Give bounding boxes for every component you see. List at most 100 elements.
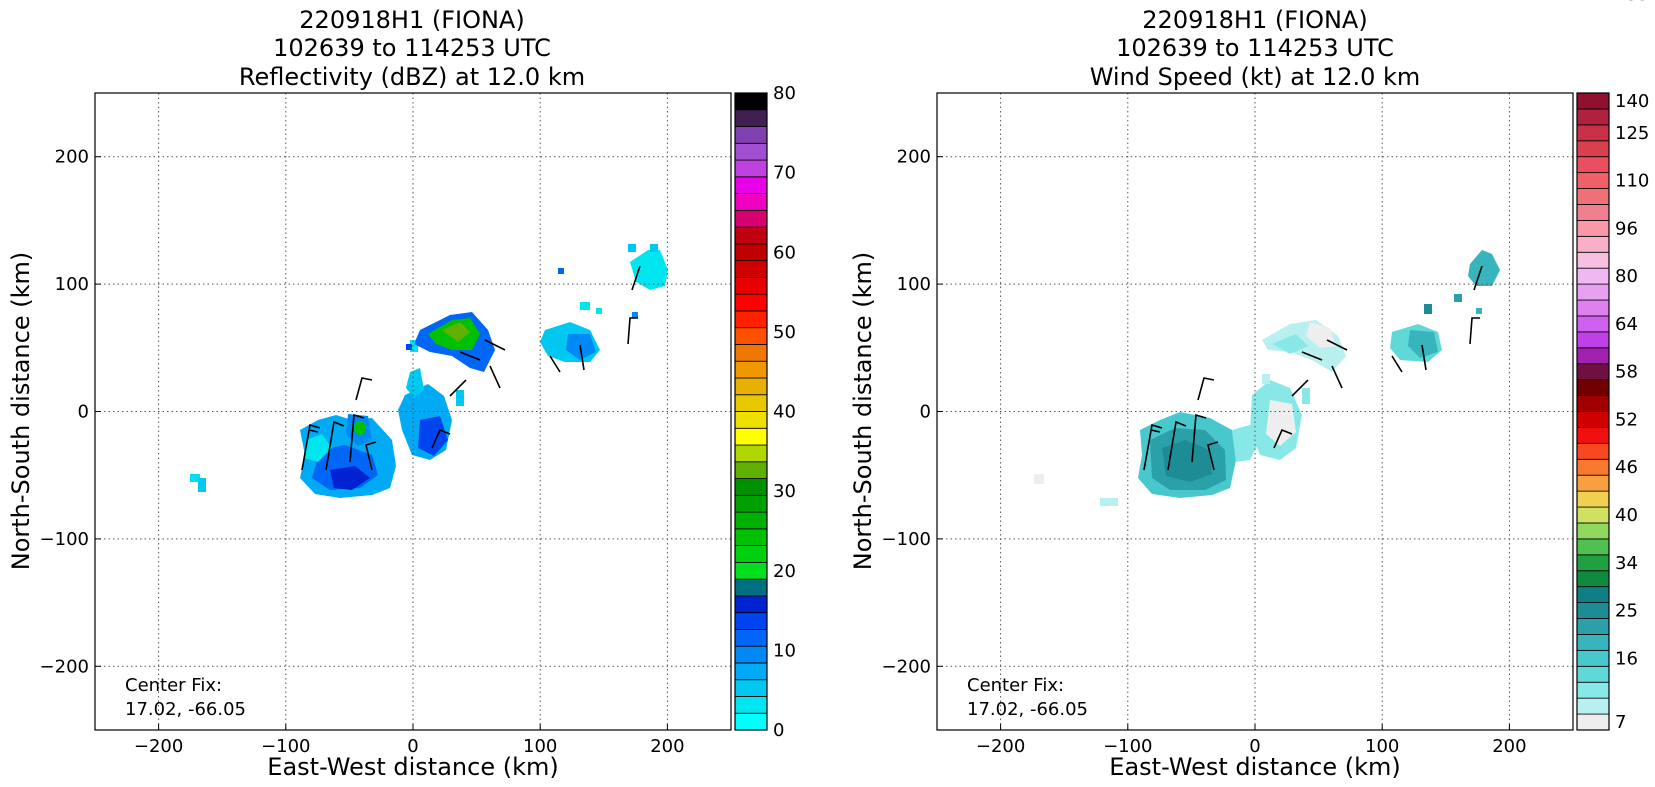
colorbar-segment	[1576, 188, 1610, 205]
wind-barb	[627, 317, 638, 345]
colorbar-segment	[1576, 490, 1610, 508]
x-axis-label: East-West distance (km)	[1109, 753, 1400, 781]
colorbar-segment	[734, 561, 768, 580]
colorbar-segment	[734, 411, 768, 429]
colorbar-segment	[1576, 697, 1610, 715]
wind-barb	[1391, 355, 1403, 373]
x-ticks: −200 −100 0 100 200	[976, 724, 1527, 757]
colorbar-tick-label: 30	[773, 481, 796, 502]
colorbar-tick-label: 10	[773, 640, 796, 661]
colorbar-segment	[1576, 602, 1610, 619]
colorbar-segment	[1576, 458, 1610, 476]
colorbar-segment	[734, 344, 768, 362]
wind-barb	[325, 420, 345, 471]
colorbar-segment	[1576, 124, 1610, 142]
colorbar-tick-label: 60	[773, 242, 796, 263]
colorbar-tick-label: 70	[773, 163, 796, 184]
colorbar-segment	[734, 193, 768, 211]
x-tick-label: −100	[261, 736, 310, 757]
x-tick-label: −200	[134, 736, 183, 757]
title-line-1: 220918H1 (FIONA)	[299, 6, 524, 34]
y-tick-label: 200	[897, 147, 931, 168]
wind-barb	[1273, 428, 1293, 449]
x-tick-label: 100	[1365, 736, 1399, 757]
colorbar-segment	[734, 243, 768, 262]
wind-speed-panel: 220918H1 (FIONA) 102639 to 114253 UTC Wi…	[849, 0, 1649, 781]
wind-barb	[1143, 423, 1163, 471]
colorbar-segment	[1576, 427, 1610, 444]
center-fix-value: 17.02, -66.05	[967, 699, 1088, 720]
wind-barb	[349, 413, 365, 463]
colorbar-segment	[734, 176, 768, 194]
wind-barb	[631, 265, 641, 291]
colorbar-tick-label: 96	[1615, 218, 1638, 239]
colorbar-frame	[1576, 92, 1610, 731]
data-cell	[1468, 250, 1500, 286]
colorbar-segment	[734, 209, 768, 228]
colorbar-segment	[734, 276, 768, 295]
colorbar-segment	[734, 545, 768, 563]
reflectivity-colorbar: 0 10 20 30 40 50 60 70 80	[734, 83, 796, 741]
reflectivity-data	[190, 244, 668, 498]
colorbar-segment	[734, 226, 768, 245]
colorbar-segment	[734, 679, 768, 697]
colorbar-segment	[1576, 108, 1610, 126]
title-line-2: 102639 to 114253 UTC	[273, 34, 551, 62]
colorbar-segment	[734, 377, 768, 396]
colorbar-tick-label: 16	[1615, 648, 1638, 669]
colorbar-segment	[1576, 634, 1610, 651]
data-cell	[1100, 498, 1118, 506]
title-line-2: 102639 to 114253 UTC	[1116, 34, 1394, 62]
colorbar-segment	[1576, 681, 1610, 699]
colorbar-segment	[1576, 570, 1610, 588]
wind-barbs	[301, 265, 641, 471]
colorbar-segment	[734, 394, 768, 412]
wind-barb	[1291, 379, 1309, 397]
colorbar-tick-label: 40	[1615, 505, 1638, 526]
colorbar-segment	[734, 712, 768, 731]
colorbar-segment	[1576, 713, 1610, 731]
data-cell	[406, 368, 424, 398]
colorbar-segment	[1576, 92, 1610, 110]
data-cell	[406, 344, 412, 350]
colorbar-segment	[734, 327, 768, 345]
y-tick-label: 200	[55, 147, 89, 168]
colorbar-segment	[1576, 219, 1610, 237]
wind-barb	[484, 339, 506, 351]
colorbar-tick-label: 58	[1615, 362, 1638, 383]
colorbar-tick-label: 50	[773, 322, 796, 343]
data-cell	[198, 478, 206, 492]
data-cell	[1272, 334, 1308, 354]
x-tick-label: 0	[407, 736, 418, 757]
data-cell	[1424, 304, 1432, 314]
colorbar-segment	[734, 511, 768, 530]
colorbar-segment	[734, 696, 768, 714]
colorbar-tick-label: 140	[1615, 91, 1649, 112]
colorbar-segment	[734, 461, 768, 479]
colorbar-tick-label: 46	[1615, 457, 1638, 478]
wind-barb	[1167, 420, 1187, 471]
wind-barb	[355, 377, 373, 401]
y-ticks: −200 −100 0 100 200	[40, 147, 101, 677]
y-tick-label: 100	[55, 274, 89, 295]
colorbar-segment	[1576, 474, 1610, 492]
title-line-1: 220918H1 (FIONA)	[1142, 6, 1367, 34]
colorbar-segment	[734, 310, 768, 329]
colorbar-segment	[734, 662, 768, 681]
y-tick-label: −200	[40, 656, 89, 677]
wind-barb	[1207, 441, 1219, 471]
colorbar-tick-label: 125	[1615, 123, 1649, 144]
data-cell	[190, 474, 200, 482]
data-cell	[1302, 388, 1310, 404]
colorbar-segment	[1576, 506, 1610, 524]
data-cell	[354, 421, 366, 435]
colorbar-segment	[1576, 299, 1610, 317]
colorbar-frame	[734, 92, 768, 731]
colorbar-segment	[734, 360, 768, 379]
x-tick-label: −100	[1103, 736, 1152, 757]
y-ticks: −200 −100 0 100 200	[882, 147, 943, 677]
wind-barb	[1326, 339, 1348, 351]
colorbar-segment	[734, 293, 768, 312]
colorbar-segment	[1576, 251, 1610, 269]
